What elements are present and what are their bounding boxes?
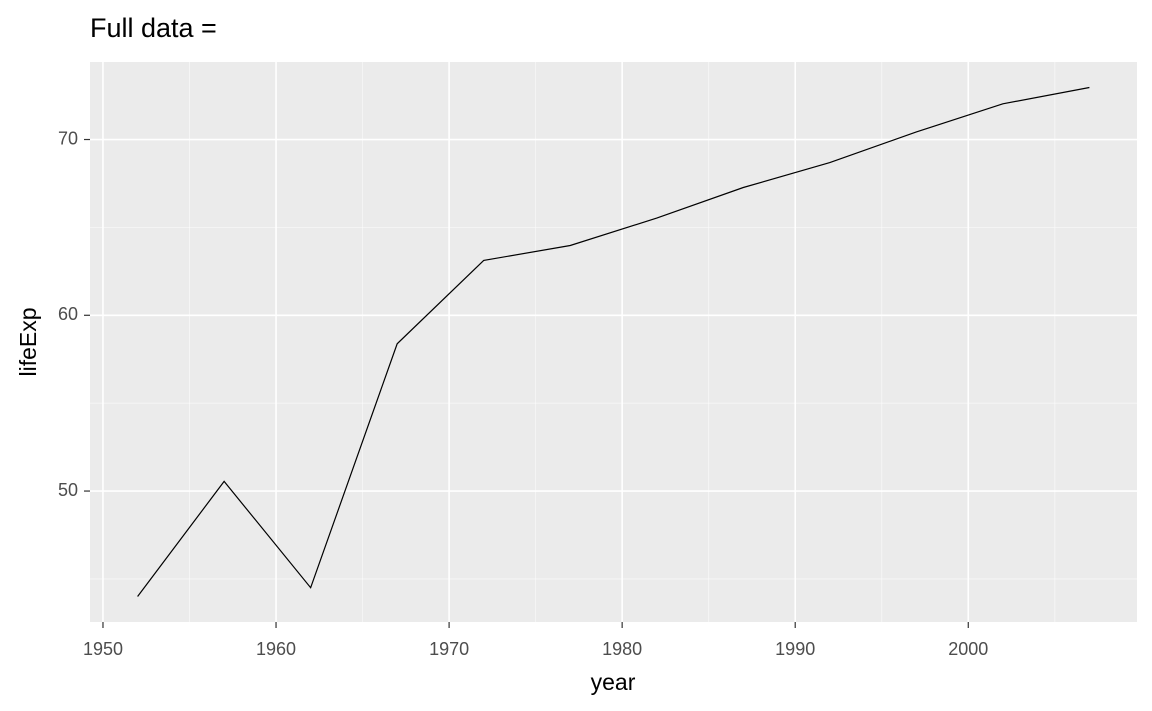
x-tick-label: 1960: [256, 639, 296, 659]
line-series: [137, 86, 1090, 597]
x-tick-label: 1970: [429, 639, 469, 659]
y-tick-label: 50: [58, 480, 78, 500]
x-tick-label: 2000: [948, 639, 988, 659]
y-tick-label: 60: [58, 304, 78, 324]
y-tick-label: 70: [58, 128, 78, 148]
x-tick-label: 1990: [775, 639, 815, 659]
y-axis-label: lifeExp: [15, 307, 41, 376]
chart-title: Full data =: [90, 13, 217, 43]
x-axis-label: year: [591, 669, 636, 695]
panel: [90, 62, 1137, 622]
x-tick-label: 1950: [83, 639, 123, 659]
x-tick-label: 1980: [602, 639, 642, 659]
